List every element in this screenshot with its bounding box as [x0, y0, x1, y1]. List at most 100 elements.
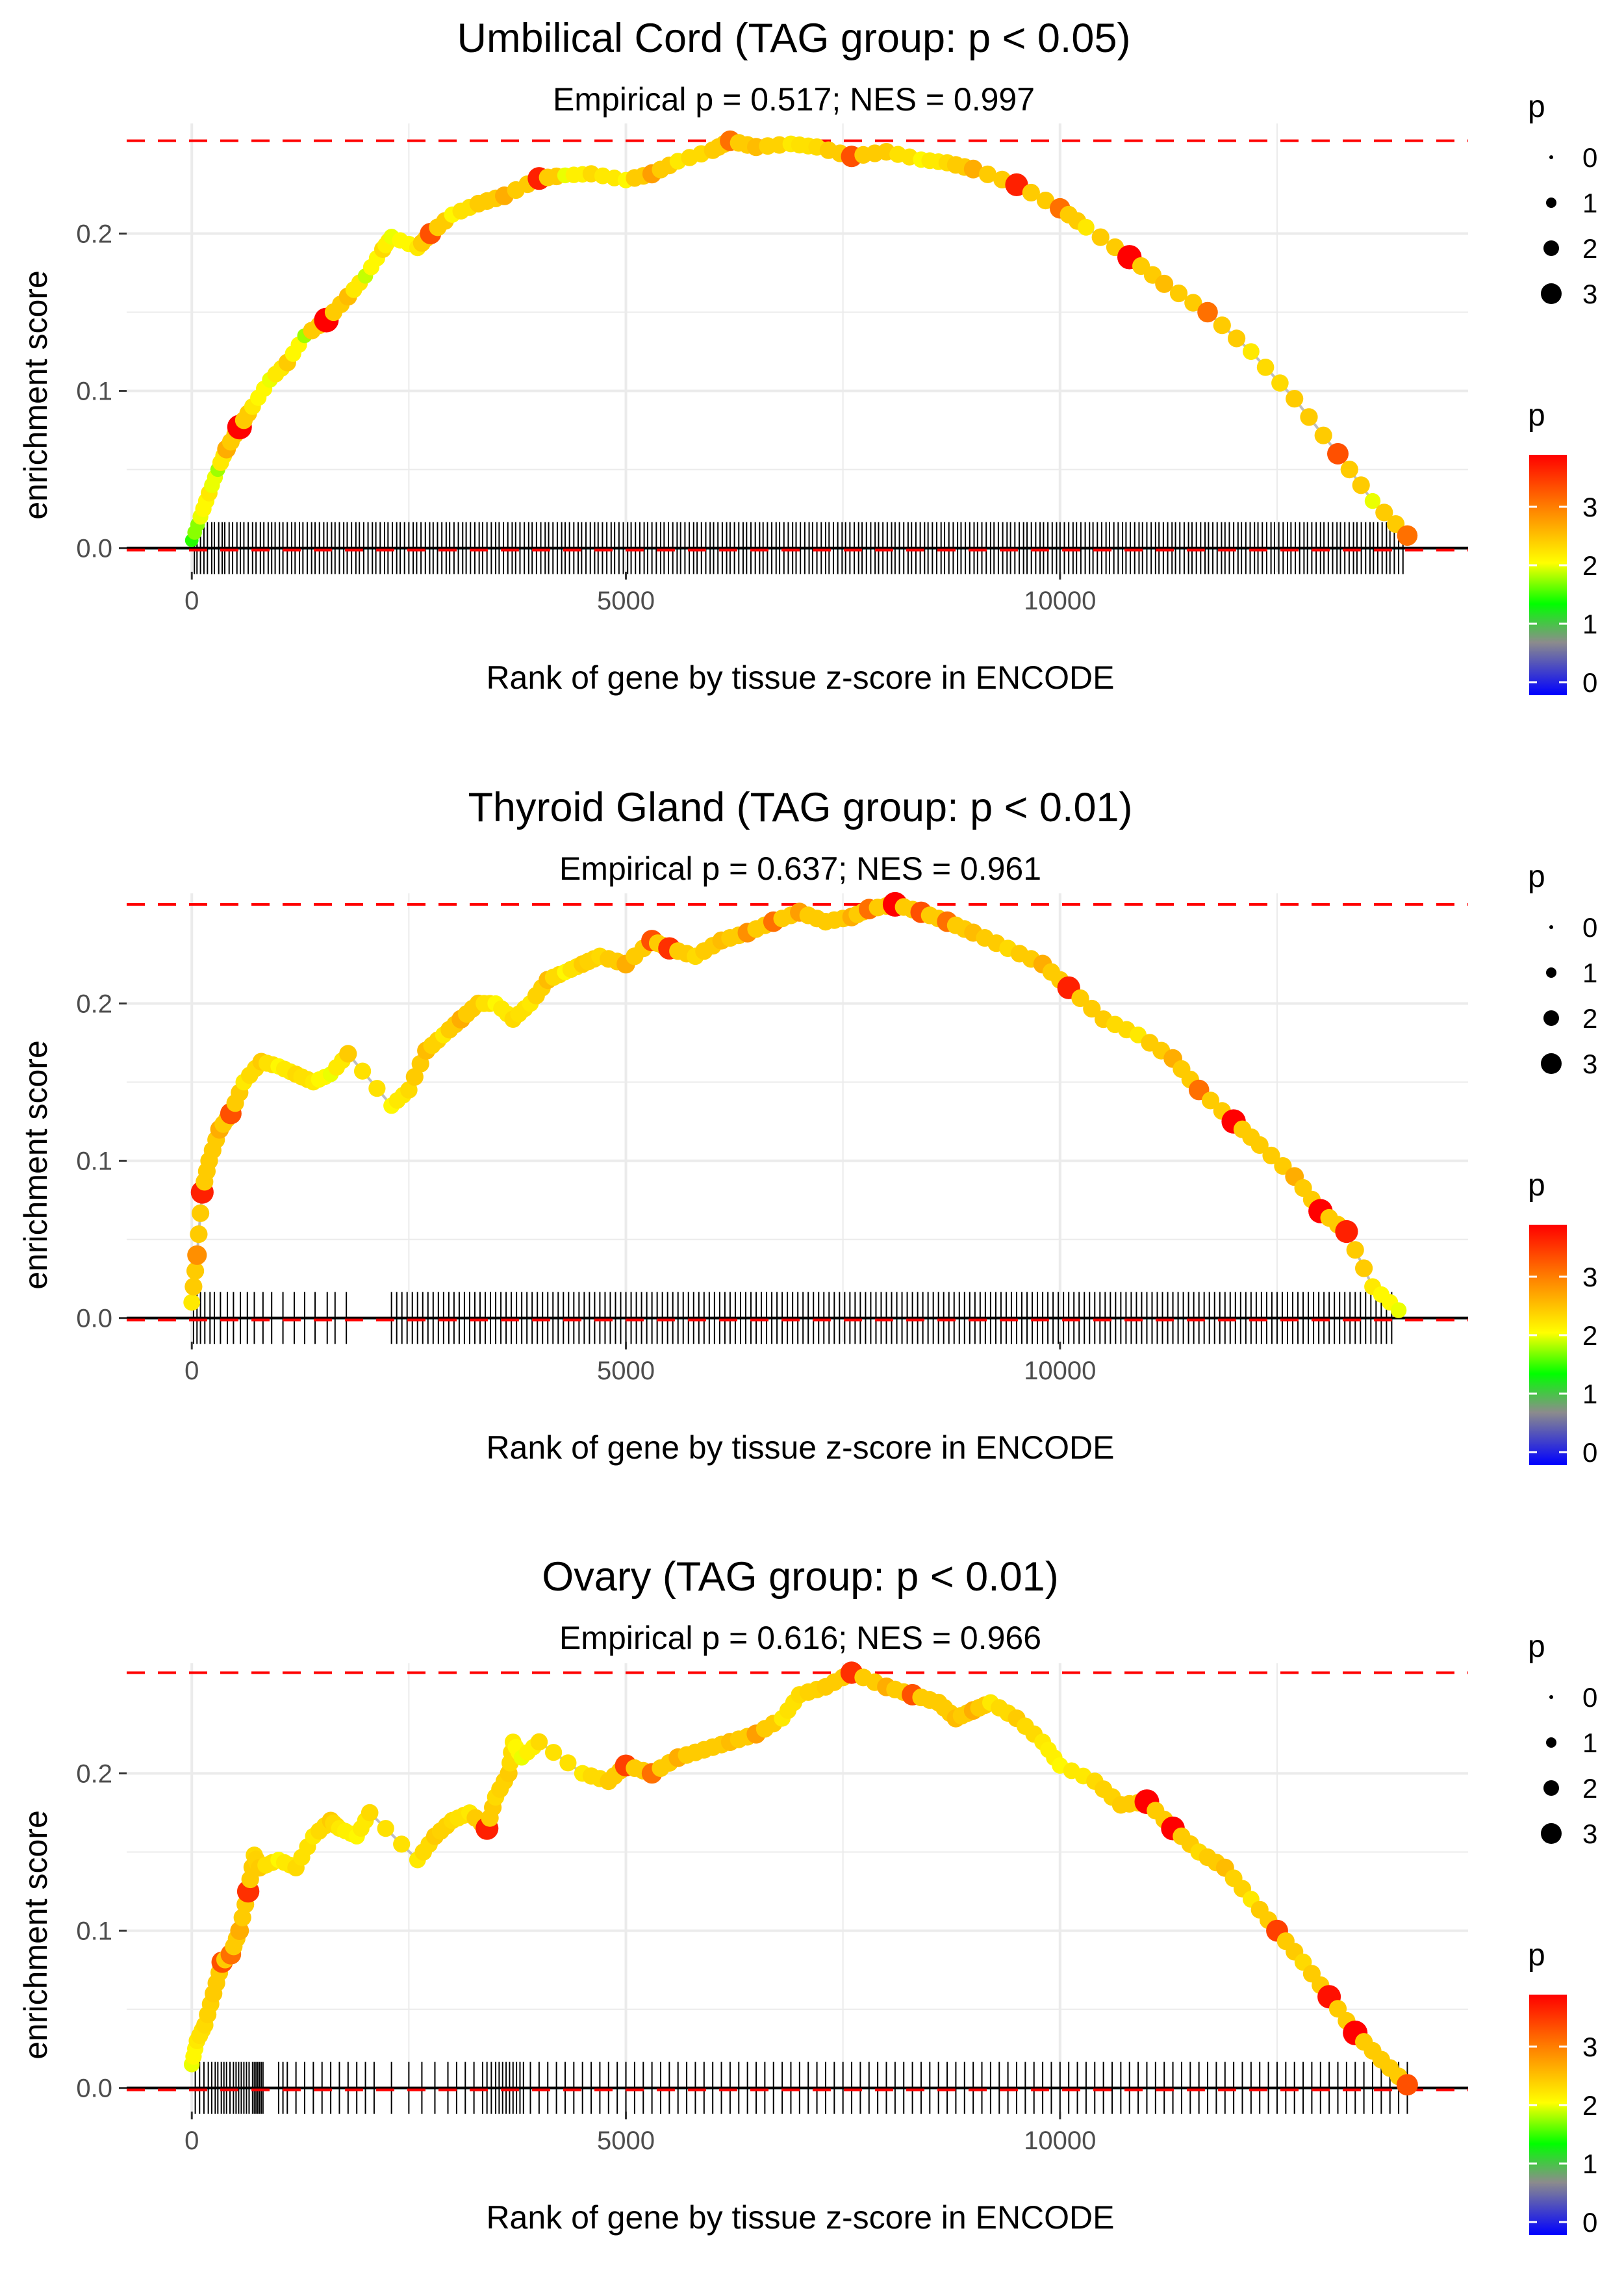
data-point [361, 1804, 379, 1822]
colorbar-label: 2 [1582, 550, 1597, 581]
y-tick-label: 0.2 [76, 220, 112, 248]
data-point [559, 1754, 577, 1772]
size-legend-label: 2 [1582, 233, 1597, 264]
x-tick-label: 10000 [1024, 1357, 1096, 1385]
y-axis-label: enrichment score [18, 1040, 54, 1290]
colorbar-label: 2 [1582, 2090, 1597, 2121]
data-point [400, 1081, 418, 1099]
size-legend-label: 0 [1582, 912, 1597, 943]
y-axis-label: enrichment score [18, 270, 54, 520]
x-axis-label: Rank of gene by tissue z-score in ENCODE [486, 1429, 1114, 1466]
size-legend-title: p [1528, 860, 1545, 894]
data-point [978, 165, 996, 183]
y-tick-label: 0.0 [76, 2075, 112, 2103]
data-point [1155, 274, 1174, 293]
data-point [1375, 504, 1393, 522]
x-axis-label: Rank of gene by tissue z-score in ENCODE [486, 659, 1114, 696]
size-legend-key [1543, 240, 1559, 256]
x-axis-label: Rank of gene by tissue z-score in ENCODE [486, 2199, 1114, 2236]
data-point [1271, 374, 1289, 392]
data-point [1335, 1220, 1358, 1244]
colorbar-label: 0 [1582, 1437, 1597, 1468]
legend: p 0 1 2 3 p 3 2 1 0 [1528, 1629, 1597, 2238]
data-point [1197, 301, 1218, 323]
data-point [545, 1744, 563, 1761]
size-legend-label: 1 [1582, 958, 1597, 988]
data-point [393, 1835, 411, 1853]
data-point [1091, 228, 1110, 246]
y-tick-label: 0.1 [76, 377, 112, 406]
data-point [1184, 294, 1202, 312]
size-legend-label: 1 [1582, 188, 1597, 218]
colorbar-label: 1 [1582, 609, 1597, 639]
size-legend-label: 0 [1582, 142, 1597, 173]
data-point [1274, 1157, 1292, 1175]
data-point [377, 1820, 394, 1837]
data-point [1083, 999, 1101, 1018]
colorbar-label: 0 [1582, 667, 1597, 698]
data-point [1250, 1136, 1269, 1154]
data-point [1078, 218, 1095, 236]
size-legend-key [1541, 1053, 1562, 1074]
color-legend-title: p [1528, 398, 1545, 433]
size-legend-label: 2 [1582, 1003, 1597, 1034]
data-point [184, 1277, 203, 1296]
y-tick-label: 0.0 [76, 1305, 112, 1333]
x-tick-label: 5000 [597, 1357, 655, 1385]
data-point [1262, 1146, 1280, 1165]
x-tick-label: 0 [184, 587, 199, 615]
x-tick-label: 10000 [1024, 587, 1096, 615]
data-point [190, 1225, 208, 1244]
y-tick-label: 0.0 [76, 535, 112, 563]
umbilical-cord-panel: Umbilical Cord (TAG group: p < 0.05) Emp… [18, 16, 1468, 696]
y-tick-label: 0.1 [76, 1917, 112, 1946]
data-point [1346, 1241, 1364, 1259]
data-point [1327, 442, 1349, 465]
y-axis-label: enrichment score [18, 1810, 54, 2060]
data-point [1213, 316, 1231, 335]
data-point [1390, 1302, 1407, 1318]
chart-subtitle: Empirical p = 0.637; NES = 0.961 [559, 850, 1041, 887]
colorbar [1529, 455, 1567, 695]
colorbar-label: 0 [1582, 2207, 1597, 2238]
plot-area: 0.0 0.1 0.2 0 5000 10000 [76, 891, 1468, 1385]
x-tick-label: 5000 [597, 2127, 655, 2155]
size-legend-label: 3 [1582, 1819, 1597, 1849]
data-point [1256, 359, 1275, 376]
y-tick-label: 0.1 [76, 1147, 112, 1176]
size-legend-label: 3 [1582, 1049, 1597, 1079]
size-legend-label: 1 [1582, 1728, 1597, 1758]
legend: p 0 1 2 3 p 3 2 1 0 [1528, 90, 1597, 698]
data-point [339, 1045, 357, 1063]
data-point [1169, 284, 1188, 303]
colorbar-label: 1 [1582, 2149, 1597, 2179]
size-legend-key [1549, 1695, 1553, 1699]
data-point [1286, 390, 1304, 408]
data-point [187, 1245, 207, 1265]
colorbar [1529, 1995, 1567, 2235]
data-point [1397, 525, 1418, 546]
chart-title: Ovary (TAG group: p < 0.01) [542, 1554, 1058, 1600]
plot-area: 0.0 0.1 0.2 0 5000 10000 [76, 1661, 1468, 2155]
data-point [1300, 408, 1318, 426]
colorbar-label: 3 [1582, 492, 1597, 522]
size-legend-key [1546, 967, 1556, 978]
size-legend-title: p [1528, 90, 1545, 124]
size-legend-title: p [1528, 1629, 1545, 1664]
data-point [354, 1062, 372, 1080]
data-point [1201, 1092, 1220, 1110]
data-point [1364, 492, 1381, 509]
size-legend-key [1546, 198, 1556, 208]
y-tick-label: 0.2 [76, 990, 112, 1018]
data-point [1352, 476, 1370, 494]
chart-subtitle: Empirical p = 0.517; NES = 0.997 [553, 81, 1035, 118]
ovary-panel: Ovary (TAG group: p < 0.01) Empirical p … [18, 1554, 1468, 2236]
data-point [1340, 461, 1358, 479]
size-legend-key [1549, 925, 1553, 929]
size-legend-key [1543, 1780, 1559, 1796]
data-point [1314, 426, 1332, 444]
colorbar-label: 1 [1582, 1379, 1597, 1409]
thyroid-gland-panel: Thyroid Gland (TAG group: p < 0.01) Empi… [18, 785, 1468, 1466]
data-point [963, 159, 983, 179]
